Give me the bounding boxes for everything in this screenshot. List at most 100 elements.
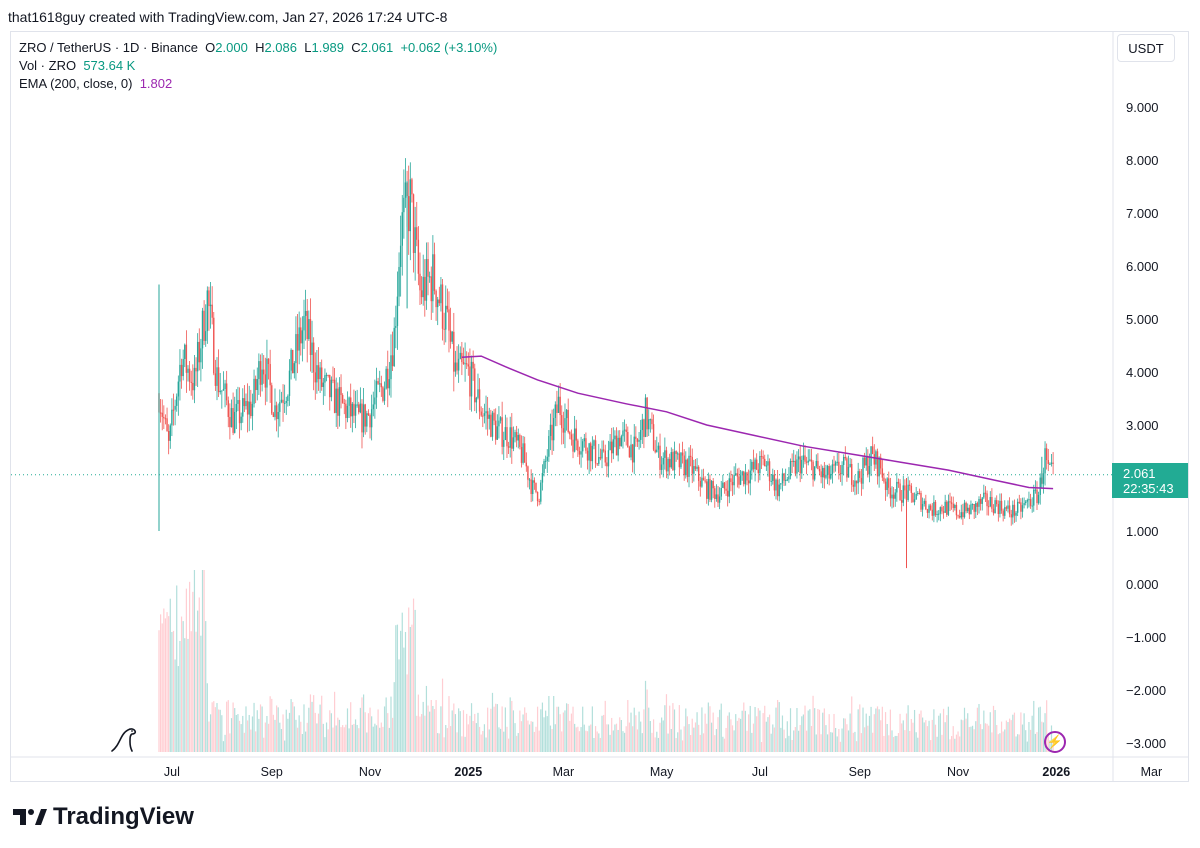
volume-bar (830, 732, 832, 752)
volume-bar (933, 709, 935, 752)
candle-body (846, 458, 848, 478)
y-tick-label: 6.000 (1126, 259, 1159, 274)
candle-body (256, 379, 258, 391)
lightning-icon[interactable]: ⚡ (1044, 731, 1066, 753)
candle-body (786, 479, 788, 481)
volume-bar (984, 723, 987, 752)
volume-bar (253, 702, 255, 752)
candle-body (996, 500, 998, 505)
candle-body (963, 502, 966, 518)
candle-body (167, 430, 170, 441)
volume-bar (554, 724, 556, 752)
candle-body (203, 310, 205, 341)
candle-body (477, 389, 479, 398)
volume-bar (954, 738, 956, 752)
volume-bar (477, 712, 479, 752)
volume-bar (213, 701, 215, 752)
volume-bar (369, 707, 371, 752)
volume-bar (527, 720, 529, 752)
x-tick-label: 2026 (1042, 765, 1070, 779)
candle-body (780, 483, 782, 485)
volume-bar (472, 720, 474, 752)
footer-brand: TradingView (53, 803, 194, 830)
candle-body (330, 379, 333, 398)
tradingview-logo[interactable]: TradingView (13, 803, 194, 831)
candle-body (333, 379, 336, 413)
candle-body (557, 396, 560, 413)
candle-body (338, 387, 341, 416)
volume-bar (240, 724, 242, 752)
candle-body (399, 245, 402, 267)
chart-caption: that1618guy created with TradingView.com… (8, 9, 448, 25)
candle-body (169, 425, 171, 441)
candle-body (506, 427, 508, 447)
volume-bar (888, 735, 890, 752)
volume-value: 573.64 K (83, 58, 136, 73)
volume-bar (182, 621, 184, 752)
candle-body (551, 424, 553, 441)
volume-bar (870, 706, 872, 752)
volume-bar (913, 709, 916, 752)
candle-body (462, 362, 465, 364)
volume-bar (657, 737, 660, 752)
low-label: L (304, 40, 312, 55)
volume-bar (292, 702, 294, 752)
volume-bar (179, 640, 181, 752)
candle-body (246, 401, 249, 415)
volume-bar (648, 707, 650, 752)
volume-bar (709, 706, 711, 752)
volume-bar (590, 724, 592, 752)
candle-body (726, 490, 729, 497)
candle-body (784, 479, 787, 481)
volume-bar (867, 725, 869, 752)
candle-body (275, 405, 278, 420)
volume-bar (301, 734, 303, 752)
candle-body (522, 443, 524, 463)
candle-body (319, 367, 321, 380)
candle-body (992, 508, 995, 514)
candle-body (213, 317, 215, 374)
candle-body (196, 341, 199, 372)
volume-bar (673, 709, 676, 752)
candle-body (596, 463, 598, 465)
volume-bar (999, 733, 1001, 752)
volume-bar (777, 699, 779, 752)
volume-bar (495, 703, 497, 752)
volume-bar (1042, 722, 1045, 752)
candle-body (997, 504, 1000, 514)
candle-body (288, 370, 291, 396)
symbol-label[interactable]: ZRO / TetherUS · 1D · Binance (19, 40, 198, 55)
volume-bar (675, 738, 677, 752)
volume-bar (462, 710, 465, 752)
candle-body (834, 462, 837, 466)
candle-body (646, 397, 648, 430)
volume-bar (164, 618, 167, 752)
volume-bar (656, 731, 658, 752)
volume-label[interactable]: Vol · ZRO (19, 58, 77, 73)
candle-body (612, 439, 615, 454)
currency-unit-button[interactable]: USDT (1117, 34, 1175, 62)
volume-bar (362, 694, 365, 752)
candle-body (946, 501, 948, 515)
candle-body (767, 461, 769, 466)
candle-body (749, 470, 751, 484)
candle-body (507, 446, 510, 448)
candle-body (781, 473, 784, 484)
candle-body (978, 499, 980, 507)
candle-body (317, 365, 320, 380)
candle-body (238, 400, 241, 424)
candle-body (799, 456, 801, 474)
candle-body (327, 374, 329, 376)
candle-body (341, 395, 344, 403)
volume-bar (754, 707, 756, 752)
volume-bar (702, 733, 705, 752)
volume-bar (923, 722, 925, 752)
ema-label[interactable]: EMA (200, close, 0) (19, 76, 133, 91)
volume-bar (565, 703, 568, 752)
volume-bar (997, 734, 999, 752)
volume-bar (833, 713, 835, 752)
volume-bar (1023, 713, 1025, 752)
volume-bar (788, 735, 790, 752)
volume-bar (398, 659, 400, 752)
